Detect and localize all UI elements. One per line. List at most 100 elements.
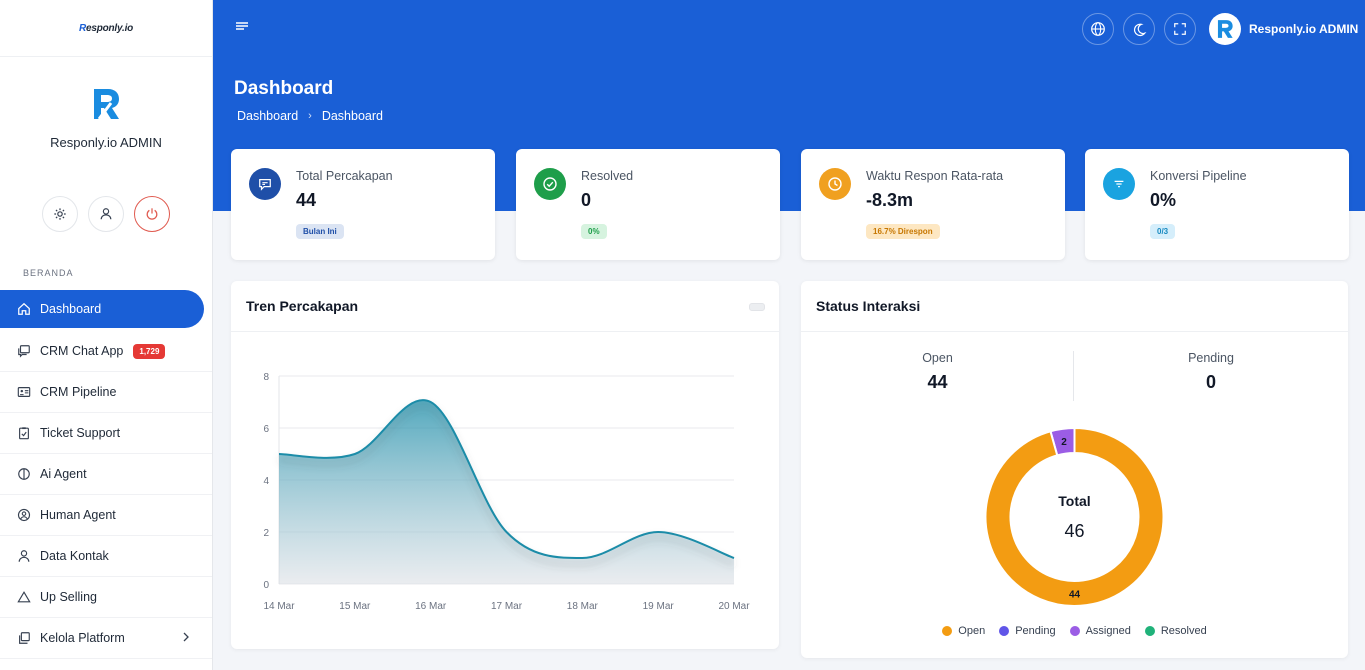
user-icon bbox=[100, 208, 112, 220]
sidebar-logo[interactable]: Responly.io bbox=[0, 0, 212, 57]
total-value: 46 bbox=[1064, 521, 1085, 541]
dark-mode-toggle[interactable] bbox=[1123, 13, 1155, 45]
home-icon bbox=[17, 302, 31, 316]
language-button[interactable] bbox=[1082, 13, 1114, 45]
id-card-icon bbox=[17, 385, 31, 399]
stat-card-resolved: Resolved 0 0% bbox=[516, 149, 780, 260]
chevron-right-icon: › bbox=[308, 110, 312, 122]
status-title: Status Interaksi bbox=[816, 298, 921, 314]
x-tick-label: 14 Mar bbox=[263, 601, 295, 612]
total-label: Total bbox=[1058, 493, 1091, 509]
pending-value: 0 bbox=[1205, 372, 1216, 392]
brand-logo: Responly.io bbox=[78, 22, 134, 34]
sidebar-item-up-selling[interactable]: Up Selling bbox=[0, 577, 212, 618]
stat-badge: Bulan Ini bbox=[296, 224, 344, 239]
legend-label: Open bbox=[958, 625, 986, 637]
check-circle-icon bbox=[534, 168, 566, 200]
y-tick-label: 4 bbox=[263, 476, 269, 487]
x-tick-label: 15 Mar bbox=[339, 601, 371, 612]
trend-title: Tren Percakapan bbox=[246, 298, 359, 314]
half-circle-icon bbox=[17, 467, 31, 481]
y-tick-label: 2 bbox=[263, 528, 269, 539]
stat-label: Konversi Pipeline bbox=[1150, 169, 1247, 183]
sidebar-item-label: Dashboard bbox=[40, 302, 102, 316]
sidebar-item-human-agent[interactable]: Human Agent bbox=[0, 495, 212, 536]
stat-badge: 0/3 bbox=[1150, 224, 1176, 239]
user-icon bbox=[17, 549, 31, 563]
x-tick-label: 19 Mar bbox=[643, 601, 675, 612]
stat-card-konversi-pipeline: Konversi Pipeline 0% 0/3 bbox=[1085, 149, 1349, 260]
sidebar-item-kelola-platform[interactable]: Kelola Platform bbox=[0, 618, 212, 659]
status-donut-chart: 2 44 bbox=[984, 426, 1165, 607]
sidebar: Responly.io Responly.io ADMIN BERANDA Da… bbox=[0, 0, 213, 670]
sidebar-item-crm-pipeline[interactable]: CRM Pipeline bbox=[0, 372, 212, 413]
moon-icon bbox=[1133, 23, 1146, 36]
gear-icon bbox=[54, 208, 66, 220]
stat-value: 0% bbox=[1150, 190, 1177, 210]
legend-swatch bbox=[942, 626, 953, 636]
sidebar-item-label: Ai Agent bbox=[40, 467, 87, 481]
sidebar-item-crm-chat-app[interactable]: CRM Chat App 1,729 bbox=[0, 331, 212, 372]
clock-icon bbox=[819, 168, 851, 200]
stat-value: -8.3m bbox=[866, 190, 914, 210]
chat-icon bbox=[17, 344, 31, 358]
open-label: Open bbox=[922, 351, 953, 365]
stat-value: 0 bbox=[581, 190, 592, 210]
profile-button[interactable] bbox=[88, 196, 124, 232]
sidebar-item-ticket-support[interactable]: Ticket Support bbox=[0, 413, 212, 454]
stat-card-total-percakapan: Total Percakapan 44 Bulan Ini bbox=[231, 149, 495, 260]
sidebar-item-label: Data Kontak bbox=[40, 549, 109, 563]
menu-toggle-button[interactable] bbox=[235, 20, 249, 38]
breadcrumb-item-current: Dashboard bbox=[321, 109, 383, 123]
hamburger-icon bbox=[236, 22, 248, 30]
stat-card-waktu-respon: Waktu Respon Rata-rata -8.3m 16.7% Dires… bbox=[801, 149, 1065, 260]
filter-icon bbox=[1103, 168, 1135, 200]
pending-label: Pending bbox=[1188, 351, 1234, 365]
fullscreen-button[interactable] bbox=[1164, 13, 1196, 45]
sidebar-item-label: Human Agent bbox=[40, 508, 116, 522]
donut-center: Total 46 bbox=[801, 493, 1348, 542]
profile-block: Responly.io ADMIN bbox=[0, 57, 212, 232]
trend-panel: Tren Percakapan 0 2 4 6 8 14 Mar 15 Mar 16 Mar 1… bbox=[231, 281, 779, 649]
donut-slice-open[interactable] bbox=[984, 426, 1165, 607]
logout-button[interactable] bbox=[134, 196, 170, 232]
sidebar-item-ai-agent[interactable]: Ai Agent bbox=[0, 454, 212, 495]
settings-button[interactable] bbox=[42, 196, 78, 232]
power-icon bbox=[146, 208, 158, 220]
top-bar: Responly.io ADMIN bbox=[213, 0, 1365, 57]
brand-mark-icon bbox=[1217, 20, 1233, 38]
sidebar-item-dashboard[interactable]: Dashboard bbox=[0, 290, 204, 328]
legend-swatch bbox=[999, 626, 1010, 636]
legend-item-assigned[interactable]: Assigned bbox=[1069, 625, 1131, 637]
breadcrumb-item[interactable]: Dashboard bbox=[237, 109, 299, 123]
sidebar-item-label: CRM Chat App bbox=[40, 344, 124, 358]
legend-item-pending[interactable]: Pending bbox=[999, 625, 1056, 637]
triangle-icon bbox=[17, 590, 31, 604]
chart-legend: Open Pending Assigned Resolved bbox=[801, 625, 1348, 637]
profile-actions bbox=[0, 196, 212, 232]
breadcrumb: Dashboard › Dashboard bbox=[237, 109, 383, 123]
copy-icon bbox=[17, 631, 31, 645]
stat-label: Resolved bbox=[581, 169, 634, 183]
brand-mark-icon bbox=[91, 87, 121, 121]
legend-swatch bbox=[1144, 626, 1155, 636]
stat-label: Total Percakapan bbox=[296, 169, 393, 183]
user-menu[interactable]: Responly.io ADMIN bbox=[1209, 13, 1358, 45]
x-tick-label: 20 Mar bbox=[718, 601, 750, 612]
divider bbox=[1073, 351, 1074, 401]
stat-label: Waktu Respon Rata-rata bbox=[866, 169, 1004, 183]
chart-options-button[interactable] bbox=[749, 303, 765, 311]
page-title: Dashboard bbox=[234, 78, 334, 99]
section-label: BERANDA bbox=[23, 268, 74, 278]
legend-label: Pending bbox=[1015, 625, 1056, 637]
sidebar-item-label: Ticket Support bbox=[40, 426, 121, 440]
legend-swatch bbox=[1069, 626, 1080, 636]
panel-title: Status Interaksi bbox=[801, 281, 1348, 332]
avatar bbox=[1209, 13, 1241, 45]
sidebar-item-data-kontak[interactable]: Data Kontak bbox=[0, 536, 212, 577]
legend-item-open[interactable]: Open bbox=[942, 625, 985, 637]
donut-data-label: 44 bbox=[1069, 590, 1081, 601]
y-tick-label: 6 bbox=[263, 424, 269, 435]
profile-name: Responly.io ADMIN bbox=[50, 135, 162, 150]
legend-item-resolved[interactable]: Resolved bbox=[1144, 625, 1207, 637]
